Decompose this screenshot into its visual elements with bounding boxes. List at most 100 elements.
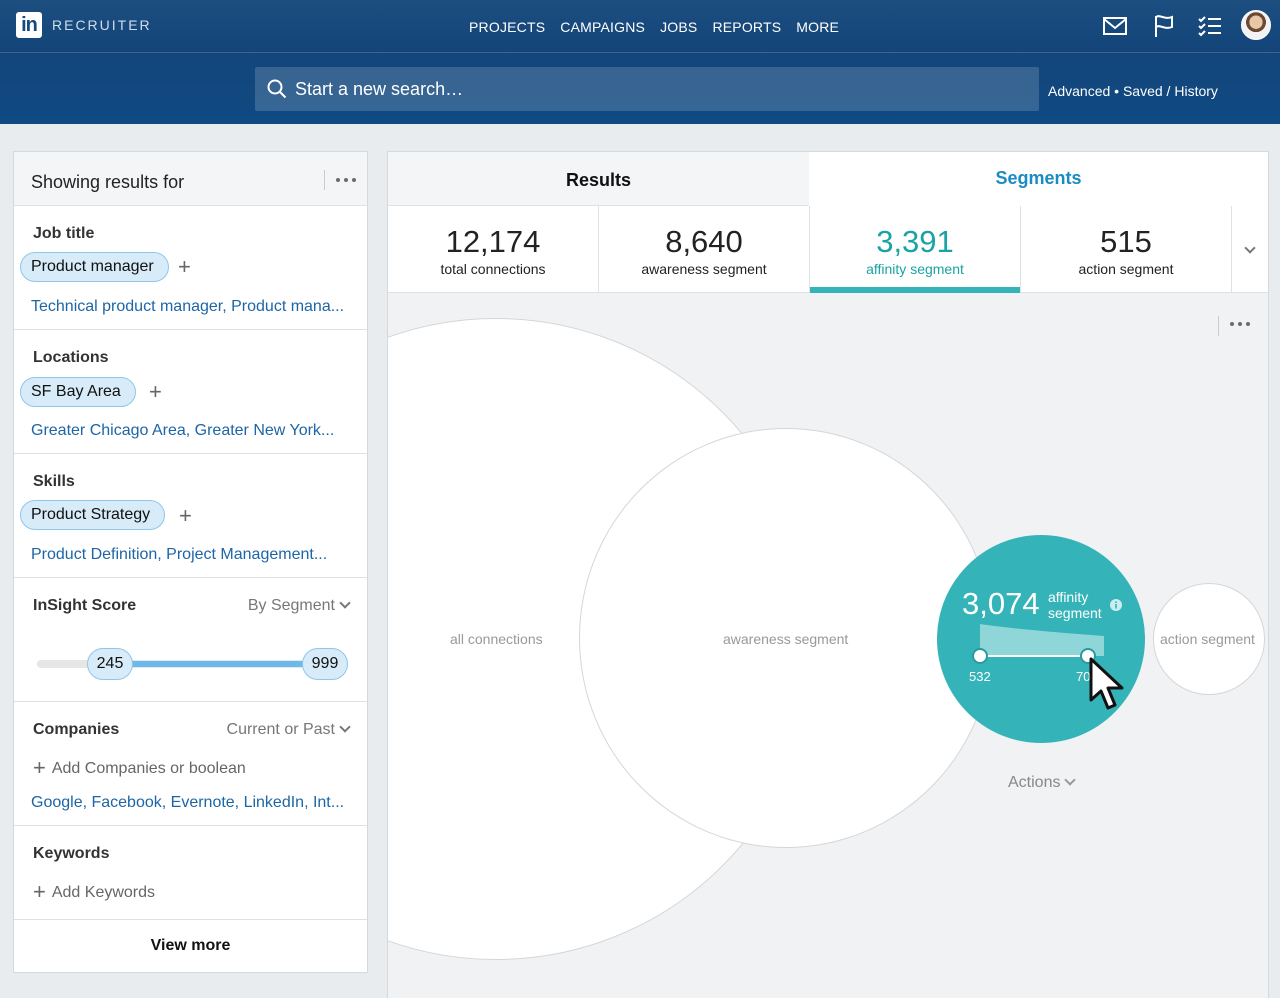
search-links: Advanced • Saved / History (1048, 83, 1218, 99)
affinity-caption-line2: segment (1048, 605, 1102, 621)
add-skill-icon[interactable]: + (179, 503, 192, 528)
view-more-button[interactable]: View more (150, 937, 231, 954)
add-location-icon[interactable]: + (149, 379, 162, 404)
job-title-section: Job title Product manager + Technical pr… (14, 206, 367, 330)
affinity-caption-line1: affinity (1048, 589, 1089, 605)
nav-campaigns[interactable]: CAMPAIGNS (560, 19, 646, 35)
more-options-icon[interactable] (336, 178, 356, 182)
insight-min-handle[interactable]: 245 (87, 648, 133, 680)
search-input[interactable] (295, 67, 1025, 111)
chevron-down-icon (339, 597, 351, 609)
awareness-segment-circle[interactable] (579, 428, 993, 848)
all-connections-label: all connections (450, 631, 543, 647)
affinity-count: 3,074 (962, 586, 1040, 621)
segment-visualization: all connections awareness segment 3,074 … (388, 294, 1268, 998)
product-name: RECRUITER (52, 17, 152, 33)
section-label: Companies (33, 721, 120, 738)
logo-text: in (21, 14, 38, 36)
chevron-down-icon (1244, 242, 1256, 254)
section-label: InSight Score (33, 597, 137, 614)
affinity-range-min-label: 532 (969, 669, 991, 684)
stat-value: 515 (1100, 224, 1152, 259)
action-segment-label: action segment (1160, 631, 1255, 647)
skill-pill[interactable]: Product Strategy (20, 500, 166, 530)
plus-icon: + (33, 879, 46, 904)
add-keywords-button[interactable]: + Add Keywords (33, 877, 156, 904)
stat-affinity-segment[interactable]: 3,391 affinity segment (810, 206, 1021, 293)
nav-jobs[interactable]: JOBS (660, 19, 698, 35)
tasks-icon[interactable] (1196, 12, 1224, 40)
stat-total-connections[interactable]: 12,174 total connections (388, 206, 599, 293)
actions-label: Actions (1008, 774, 1061, 791)
insight-slider-fill (110, 661, 325, 667)
section-label: Job title (33, 225, 95, 242)
plus-icon: + (33, 755, 46, 780)
divider (1218, 316, 1219, 336)
saved-searches-link[interactable]: Saved (1122, 83, 1163, 99)
actions-dropdown[interactable]: Actions (1008, 774, 1077, 792)
add-companies-label: Add Companies or boolean (51, 760, 246, 777)
insight-score-section: InSight Score By Segment (14, 578, 367, 702)
add-keywords-label: Add Keywords (51, 884, 156, 901)
skill-suggestions[interactable]: Product Definition, Project Management..… (31, 546, 328, 563)
search-box[interactable] (255, 67, 1039, 111)
avatar[interactable] (1241, 10, 1271, 40)
section-label: Keywords (33, 845, 110, 862)
nav-more[interactable]: MORE (796, 19, 840, 35)
stat-awareness-segment[interactable]: 8,640 awareness segment (599, 206, 810, 293)
companies-mode-label: Current or Past (226, 721, 335, 738)
nav-projects[interactable]: PROJECTS (469, 19, 546, 35)
chevron-down-icon (1064, 774, 1077, 786)
tab-segments[interactable]: Segments (809, 152, 1268, 206)
header-divider (0, 52, 1280, 53)
cursor-pointer-icon (1089, 657, 1124, 710)
insight-mode-dropdown[interactable]: By Segment (248, 597, 351, 615)
stat-value: 8,640 (665, 224, 743, 259)
results-panel: Results Segments 12,174 total connection… (387, 151, 1269, 998)
skills-section: Skills Product Strategy + Product Defini… (14, 454, 367, 578)
stat-caption: action segment (1078, 261, 1174, 277)
nav-reports[interactable]: REPORTS (712, 19, 782, 35)
companies-mode-dropdown[interactable]: Current or Past (226, 721, 351, 739)
more-options-icon[interactable] (1230, 322, 1250, 326)
advanced-search-link[interactable]: Advanced (1048, 83, 1111, 99)
flag-icon[interactable] (1150, 12, 1178, 40)
section-label: Locations (33, 349, 109, 366)
main-nav: PROJECTS CAMPAIGNS JOBS REPORTS MORE (469, 19, 854, 35)
link-separator: • (1110, 83, 1123, 99)
linkedin-logo[interactable]: in (16, 12, 42, 38)
chevron-down-icon (339, 721, 351, 733)
job-title-suggestions[interactable]: Technical product manager, Product mana.… (31, 298, 345, 315)
stat-caption: total connections (440, 261, 546, 277)
affinity-score-distribution (980, 624, 1104, 657)
stat-action-segment[interactable]: 515 action segment (1021, 206, 1232, 293)
tab-results[interactable]: Results (388, 152, 809, 206)
add-job-title-icon[interactable]: + (178, 254, 191, 279)
stat-value: 3,391 (876, 224, 954, 259)
add-companies-button[interactable]: + Add Companies or boolean (33, 753, 246, 780)
location-suggestions[interactable]: Greater Chicago Area, Greater New York..… (31, 422, 335, 439)
job-title-pill[interactable]: Product manager (20, 252, 169, 282)
search-history-link[interactable]: History (1174, 83, 1218, 99)
mail-icon[interactable] (1101, 12, 1129, 40)
affinity-range-min-handle[interactable] (972, 648, 988, 664)
filters-title: Showing results for (31, 172, 185, 192)
keywords-section: Keywords + Add Keywords (14, 826, 367, 920)
company-suggestions[interactable]: Google, Facebook, Evernote, LinkedIn, In… (31, 794, 345, 811)
companies-section: Companies Current or Past + Add Companies… (14, 702, 367, 826)
divider (324, 170, 325, 190)
section-label: Skills (33, 473, 75, 490)
info-icon[interactable] (1109, 598, 1123, 612)
affinity-caption: affinity segment (1048, 589, 1102, 621)
insight-max-handle[interactable]: 999 (302, 648, 348, 680)
active-indicator (810, 287, 1020, 293)
stat-caption: affinity segment (866, 261, 964, 277)
locations-section: Locations SF Bay Area + Greater Chicago … (14, 330, 367, 454)
stats-expand-button[interactable] (1233, 206, 1268, 293)
link-separator: / (1162, 83, 1175, 99)
segment-stats: 12,174 total connections 8,640 awareness… (388, 206, 1268, 293)
location-pill[interactable]: SF Bay Area (20, 377, 136, 407)
top-bar: in RECRUITER PROJECTS CAMPAIGNS JOBS REP… (0, 0, 1280, 124)
action-segment-circle[interactable] (1153, 583, 1265, 695)
filters-header: Showing results for (14, 152, 367, 206)
